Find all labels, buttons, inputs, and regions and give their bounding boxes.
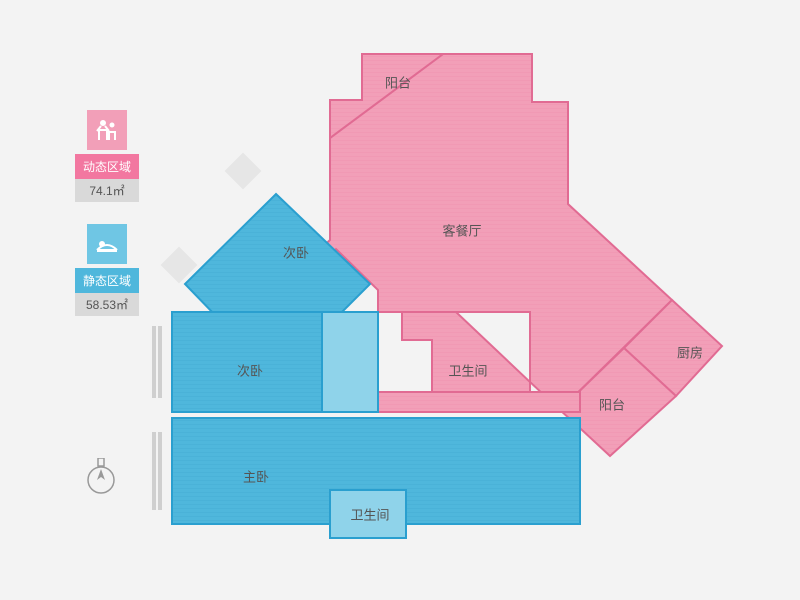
room-bath_c (402, 312, 530, 392)
label-living: 客餐厅 (442, 221, 481, 240)
label-master_bed: 主卧 (243, 467, 269, 486)
floor-plan-stage: 动态区域 74.1㎡ 静态区域 58.53㎡ (0, 0, 800, 600)
label-second_bed_top: 次卧 (283, 243, 309, 262)
room-corridor_blue (322, 312, 378, 412)
label-second_bed_left: 次卧 (237, 361, 263, 380)
label-bath_c: 卫生间 (448, 361, 487, 380)
label-kitchen: 厨房 (677, 343, 703, 362)
label-bath_blue: 卫生间 (350, 505, 389, 524)
room-hall_pink (378, 392, 580, 412)
label-balcony_right: 阳台 (599, 395, 625, 414)
label-balcony_top: 阳台 (385, 73, 411, 92)
